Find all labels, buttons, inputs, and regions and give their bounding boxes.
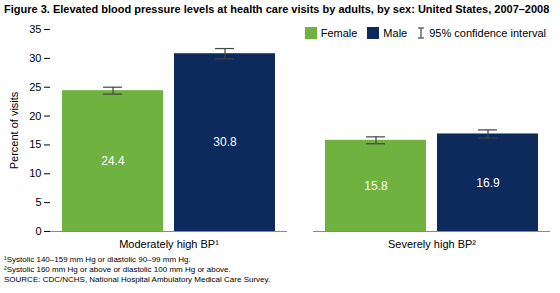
svg-text:35: 35 bbox=[29, 23, 41, 35]
html-text:Female: Female bbox=[320, 27, 358, 39]
svg-text:15: 15 bbox=[29, 138, 41, 150]
html-text:SOURCE: CDC/NCHS, National Hos: SOURCE: CDC/NCHS, National Hospital Ambu… bbox=[4, 275, 271, 284]
svg-text:30: 30 bbox=[29, 52, 41, 64]
html-text:¹Systolic 140–159 mm Hg or dia: ¹Systolic 140–159 mm Hg or diastolic 90–… bbox=[4, 255, 191, 264]
html-text:Figure 3. Elevated blood press: Figure 3. Elevated blood pressure levels… bbox=[4, 3, 550, 15]
svg-text:Moderately high BP¹: Moderately high BP¹ bbox=[119, 238, 219, 250]
svg-text:16.9: 16.9 bbox=[476, 176, 500, 190]
svg-text:Percent of visits: Percent of visits bbox=[8, 91, 20, 169]
svg-text:0: 0 bbox=[35, 225, 41, 237]
svg-text:15.8: 15.8 bbox=[364, 179, 388, 193]
svg-text:10: 10 bbox=[29, 167, 41, 179]
svg-text:Severely high BP²: Severely high BP² bbox=[388, 238, 476, 250]
svg-text:25: 25 bbox=[29, 81, 41, 93]
svg-text:24.4: 24.4 bbox=[101, 154, 125, 168]
svg-text:30.8: 30.8 bbox=[213, 135, 237, 149]
html-text:95% confidence interval: 95% confidence interval bbox=[429, 27, 546, 39]
svg-text:5: 5 bbox=[35, 196, 41, 208]
html-text:Male: Male bbox=[383, 27, 408, 39]
svg-text:20: 20 bbox=[29, 110, 41, 122]
html-text:²Systolic 160 mm Hg or above o: ²Systolic 160 mm Hg or above or diastoli… bbox=[4, 265, 231, 274]
